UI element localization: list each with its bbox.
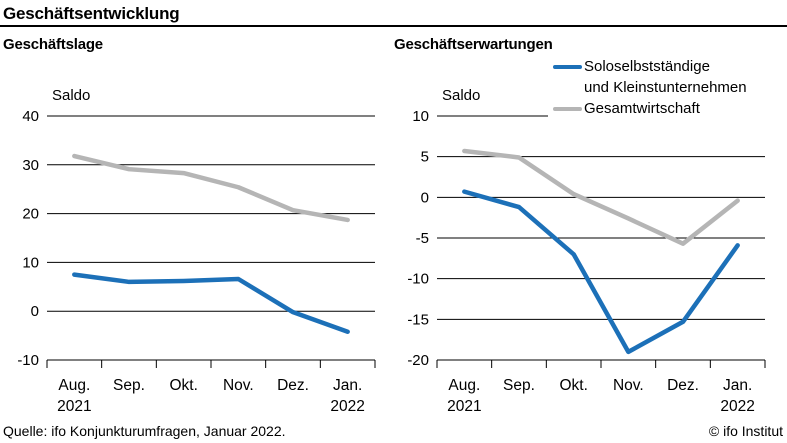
page-footer: Quelle: ifo Konjunkturumfragen, Januar 2… bbox=[3, 423, 783, 439]
x-axis-month-label: Jan. bbox=[333, 377, 362, 394]
y-axis-tick-label: 10 bbox=[22, 254, 39, 271]
y-axis-tick-label: 10 bbox=[412, 108, 429, 125]
x-axis-month-label: Sep. bbox=[113, 377, 145, 394]
series-line-gray bbox=[72, 153, 350, 223]
x-axis-month-label: Aug. bbox=[448, 377, 480, 394]
y-axis-tick-label: 5 bbox=[421, 149, 429, 166]
series-line-blue bbox=[72, 272, 350, 334]
copyright-note: © ifo Institut bbox=[708, 423, 783, 439]
legend-blue-line-icon bbox=[553, 64, 582, 69]
legend-item-gesamtwirtschaft: Gesamtwirtschaft bbox=[553, 98, 747, 119]
y-axis-tick-label: -5 bbox=[416, 230, 429, 247]
chart-legend: Soloselbstständige und Kleinstunternehme… bbox=[553, 56, 747, 119]
x-axis-year-label: 2022 bbox=[720, 398, 754, 415]
y-axis-tick-label: 0 bbox=[421, 189, 429, 206]
x-axis-month-label: Dez. bbox=[667, 377, 699, 394]
source-note: Quelle: ifo Konjunkturumfragen, Januar 2… bbox=[3, 423, 286, 439]
x-axis-month-label: Jan. bbox=[723, 377, 752, 394]
y-axis-tick-label: 40 bbox=[22, 108, 39, 125]
y-axis-tick-label: -10 bbox=[17, 352, 39, 369]
series-line-gray bbox=[462, 148, 740, 246]
y-axis-tick-label: -15 bbox=[407, 311, 429, 328]
chart-geschaeftserwartungen: 10 5 0 -5 -10 -15 -20 Aug. 2021 Sep. Okt. Nov. Dez. J… bbox=[407, 87, 766, 415]
x-axis-month-label: Dez. bbox=[277, 377, 309, 394]
legend-item-soloselbststaendige-line2: und Kleinstunternehmen bbox=[553, 77, 747, 98]
axis-unit-label: Saldo bbox=[52, 87, 90, 104]
chart-right-title: Geschäftserwartungen bbox=[394, 36, 553, 53]
y-axis-tick-label: 30 bbox=[22, 157, 39, 174]
chart-geschaeftslage: 40 30 20 10 0 -10 Aug. 2021 Sep. Okt. Nov. Dez. Jan.… bbox=[17, 87, 376, 415]
y-axis-tick-label: 0 bbox=[31, 303, 39, 320]
legend-label-line2: und Kleinstunternehmen bbox=[584, 79, 747, 96]
legend-gray-line-icon bbox=[553, 106, 582, 111]
page-title: Geschäftsentwicklung bbox=[3, 4, 180, 23]
series-line-blue bbox=[462, 189, 740, 355]
legend-label-gesamtwirtschaft: Gesamtwirtschaft bbox=[584, 100, 700, 117]
x-axis-month-label: Okt. bbox=[559, 377, 587, 394]
x-axis-year-label: 2021 bbox=[57, 398, 91, 415]
x-axis-month-label: Nov. bbox=[613, 377, 644, 394]
x-axis-year-label: 2021 bbox=[447, 398, 481, 415]
y-axis-tick-label: 20 bbox=[22, 206, 39, 223]
legend-item-soloselbststaendige: Soloselbstständige bbox=[553, 56, 747, 77]
chart-left-title: Geschäftslage bbox=[3, 36, 103, 53]
x-axis-month-label: Sep. bbox=[503, 377, 535, 394]
legend-label-line1: Soloselbstständige bbox=[584, 58, 710, 75]
x-axis-year-label: 2022 bbox=[330, 398, 364, 415]
x-axis-month-label: Nov. bbox=[223, 377, 254, 394]
y-axis-tick-label: -20 bbox=[407, 352, 429, 369]
axis-unit-label: Saldo bbox=[442, 87, 480, 104]
legend-spacer bbox=[553, 86, 582, 90]
x-axis-month-label: Aug. bbox=[58, 377, 90, 394]
page-header: Geschäftsentwicklung bbox=[0, 0, 787, 27]
x-axis-month-label: Okt. bbox=[169, 377, 197, 394]
y-axis-tick-label: -10 bbox=[407, 271, 429, 288]
